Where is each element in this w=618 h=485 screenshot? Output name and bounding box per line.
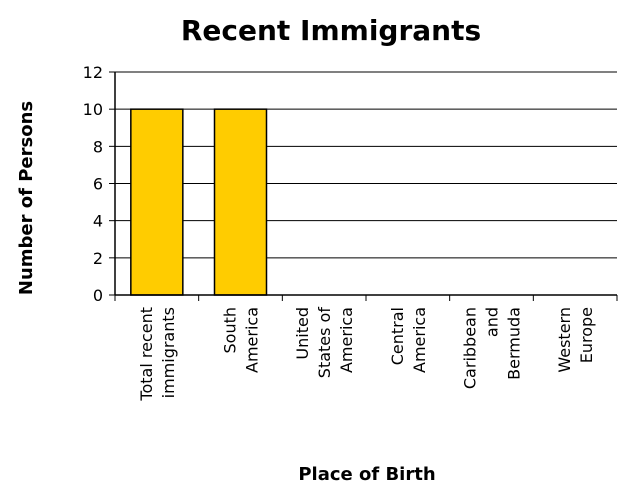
y-tick-label: 10	[83, 100, 103, 119]
x-tick-label: Europe	[577, 307, 596, 363]
y-tick-label: 6	[93, 175, 103, 194]
x-tick-label: America	[243, 307, 262, 373]
x-category-label: South America	[221, 307, 262, 373]
x-tick-label: America	[337, 307, 356, 373]
x-tick-label: and	[483, 307, 502, 337]
x-category-label: Caribbean and Bermuda	[461, 307, 524, 389]
bar	[213, 108, 268, 296]
chart-title: Recent Immigrants	[181, 14, 481, 47]
y-tick-label: 0	[93, 286, 103, 305]
x-tick-label: America	[410, 307, 429, 373]
y-tick-label: 12	[83, 63, 103, 82]
x-category-label: Total recent immigrants	[137, 307, 178, 402]
x-tick-label: Central	[388, 307, 407, 365]
y-tick-label: 2	[93, 249, 103, 268]
x-category-label: Western Europe	[555, 307, 596, 373]
x-tick-label: Total recent	[137, 307, 156, 402]
x-tick-label: Western	[555, 307, 574, 373]
x-tick-label: Caribbean	[461, 307, 480, 389]
x-axis-title: Place of Birth	[298, 464, 435, 485]
y-tick-label: 8	[93, 137, 103, 156]
x-category-label: United States of America	[293, 307, 356, 379]
x-category-label: Central America	[388, 307, 429, 373]
x-tick-label: Bermuda	[505, 307, 524, 380]
y-axis-title: Number of Persons	[16, 101, 37, 295]
x-tick-label: States of	[315, 307, 334, 379]
x-tick-label: South	[221, 307, 240, 354]
x-tick-label: immigrants	[159, 307, 178, 398]
bar	[130, 108, 184, 296]
y-tick-label: 4	[93, 212, 103, 231]
x-tick-label: United	[293, 307, 312, 360]
